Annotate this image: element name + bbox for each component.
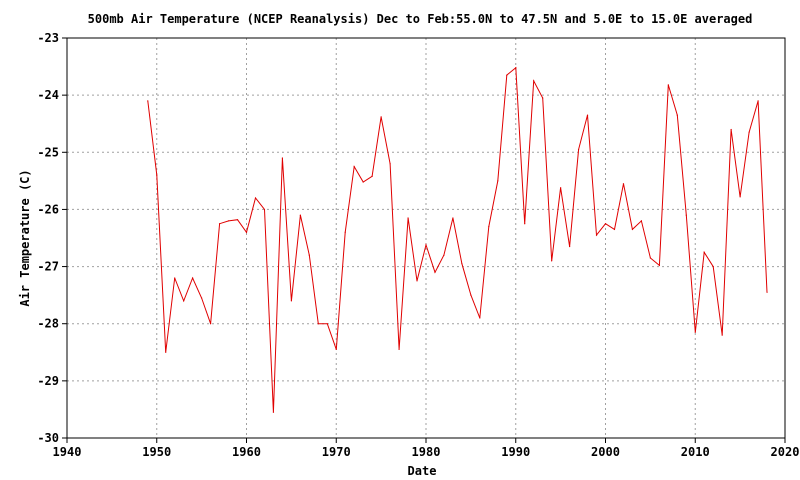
x-tick-label: 2010 [681,445,710,459]
data-point [398,348,400,351]
data-point [640,220,643,222]
y-tick-label: -24 [37,88,59,102]
x-tick-label: 1940 [53,445,82,459]
y-axis-label: Air Temperature (C) [18,169,32,306]
y-tick-label: -26 [37,202,59,216]
chart-title: 500mb Air Temperature (NCEP Reanalysis) … [88,12,753,26]
data-point [317,323,319,325]
data-point [739,196,741,198]
data-point [326,323,328,325]
data-point [524,223,526,225]
y-tick-label: -28 [37,317,59,331]
data-series [147,66,768,413]
x-axis-label: Date [408,464,437,478]
data-point [174,277,176,279]
y-tick-label: -25 [37,145,59,159]
x-tick-label: 1960 [232,445,261,459]
data-point [218,223,221,225]
data-point [470,294,472,296]
y-tick-label: -29 [37,374,59,388]
data-point [703,251,705,253]
data-point [569,245,571,248]
data-point [452,217,454,219]
data-point [380,116,382,118]
data-point [192,277,194,279]
data-point [551,260,553,262]
data-point [281,157,283,159]
data-point [156,174,158,176]
data-point [721,334,723,336]
data-point [685,214,687,216]
data-point [631,228,634,231]
data-point [560,187,562,189]
data-point [407,217,409,219]
y-tick-label: -23 [37,31,59,45]
data-point [165,351,167,353]
data-point [748,131,750,133]
data-point [595,234,598,236]
x-tick-label: 1970 [322,445,351,459]
grid-lines [67,38,785,438]
data-point [362,181,364,183]
data-point [479,317,481,319]
data-point [299,214,301,216]
data-point [227,220,230,222]
data-point [263,208,266,211]
data-point [613,228,616,231]
data-point [604,223,607,225]
data-point [649,257,651,259]
data-point [658,264,660,267]
data-point [497,180,499,182]
data-point [308,254,310,256]
data-point [488,225,490,228]
data-point [443,254,445,256]
data-point [344,231,346,233]
x-tick-label: 1950 [142,445,171,459]
data-point [425,244,427,246]
x-tick-label: 2000 [591,445,620,459]
x-tick-label: 2020 [771,445,800,459]
data-point [245,231,248,233]
data-point [272,411,275,413]
data-point [434,271,436,273]
data-point [730,128,732,131]
data-point [506,74,508,76]
data-point [712,265,714,268]
x-tick-label: 1980 [412,445,441,459]
data-point [461,263,463,265]
x-tick-label: 1990 [501,445,530,459]
data-point [371,175,373,177]
data-point [335,348,337,351]
data-point [353,165,355,168]
data-point [416,280,418,282]
series-line [147,66,768,413]
data-point [622,183,625,185]
data-point [533,80,535,82]
y-tick-label: -30 [37,431,59,445]
data-point [667,84,669,86]
data-point [676,114,678,116]
y-axis: -30 -29 -28 -27 -26 -25 -24 -23 [37,31,67,445]
data-point [586,114,589,116]
data-point [290,300,292,302]
data-point [236,219,239,221]
data-point [694,331,696,333]
data-point [183,300,185,302]
data-point [577,148,580,151]
x-axis: 1940 1950 1960 1970 1980 1990 2000 2010 2020 [53,438,800,459]
data-point [757,100,759,102]
data-point [210,323,212,325]
data-point [389,163,391,165]
data-point [542,97,544,99]
data-point [766,291,768,293]
data-point [254,197,257,199]
y-tick-label: -27 [37,260,59,274]
data-point [147,100,149,102]
data-point [201,297,203,299]
data-point [515,67,517,69]
